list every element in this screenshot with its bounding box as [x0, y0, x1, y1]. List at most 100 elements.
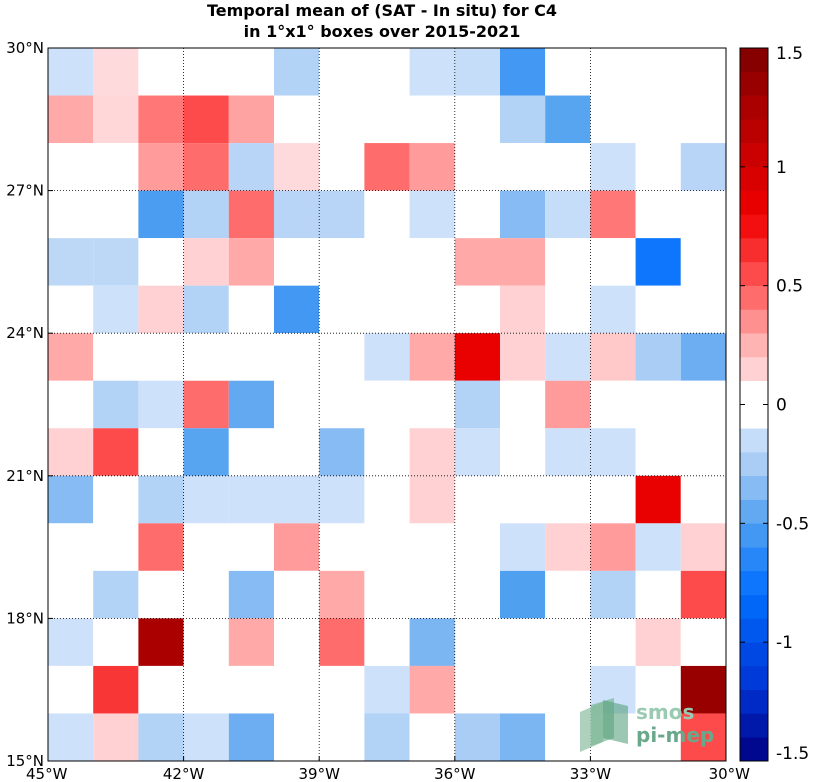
heatmap-cell [409, 238, 455, 286]
heatmap-cell [635, 48, 681, 96]
heatmap-cell [183, 285, 229, 334]
heatmap-cell [48, 143, 94, 191]
heatmap-cell [93, 95, 139, 144]
heatmap-cell [93, 238, 139, 286]
colorbar-segment [740, 547, 768, 572]
heatmap-cell [138, 713, 184, 761]
colorbar-tick-label: -0.5 [776, 514, 809, 534]
colorbar [740, 48, 768, 762]
heatmap-cell [48, 665, 94, 714]
colorbar-tick-label: -1.5 [776, 744, 809, 764]
heatmap-cell [409, 143, 455, 191]
heatmap-cell [545, 143, 591, 191]
heatmap-cell [138, 95, 184, 144]
heatmap-cell [228, 380, 274, 429]
logo-text-pimep: pi-mep [636, 723, 714, 747]
heatmap-cell [545, 380, 591, 429]
heatmap-cell [364, 428, 410, 476]
heatmap-cell [364, 713, 410, 761]
heatmap-cell [93, 475, 139, 524]
heatmap-cell [454, 665, 500, 714]
y-tick-label: 15°N [6, 752, 44, 770]
heatmap-cell [635, 475, 681, 524]
heatmap-cell [93, 665, 139, 714]
heatmap-cell [364, 238, 410, 286]
heatmap-cell [545, 285, 591, 334]
heatmap-cell [454, 238, 500, 286]
logo-text-smos: smos [636, 700, 694, 724]
colorbar-segment [740, 309, 768, 334]
axis-ticks: 45°W 42°W 39°W 36°W 33°W 30°W 15°N 18°N 21°N 24°N… [6, 39, 750, 782]
heatmap-cell [93, 285, 139, 334]
logo-mark-icon [580, 698, 628, 752]
heatmap-cell [409, 285, 455, 334]
heatmap-cell [500, 238, 546, 286]
heatmap-cell [454, 48, 500, 96]
colorbar-segment [740, 48, 768, 73]
heatmap-cell [454, 143, 500, 191]
heatmap-cell [274, 523, 320, 571]
heatmap-cell [138, 475, 184, 524]
heatmap-cell [590, 190, 636, 239]
heatmap-cell [183, 380, 229, 429]
heatmap-cell [93, 48, 139, 96]
heatmap-cell [183, 48, 229, 96]
heatmap-cell [680, 333, 726, 381]
heatmap-cell [680, 143, 726, 191]
heatmap-cell [138, 665, 184, 714]
heatmap-cell [183, 570, 229, 619]
colorbar-segment [740, 238, 768, 263]
colorbar-segment [740, 119, 768, 144]
heatmap-cell [500, 475, 546, 524]
heatmap-cell [183, 523, 229, 571]
heatmap-cell [138, 285, 184, 334]
colorbar-segment [740, 452, 768, 477]
heatmap-cell [138, 48, 184, 96]
y-tick-label: 24°N [6, 324, 44, 342]
heatmap-cell [635, 143, 681, 191]
heatmap-cell [274, 95, 320, 144]
heatmap-cell [500, 523, 546, 571]
heatmap-cell [138, 143, 184, 191]
heatmap-cell [500, 190, 546, 239]
heatmap-cell [48, 618, 94, 666]
heatmap-cell [409, 95, 455, 144]
heatmap-cell [228, 333, 274, 381]
heatmap-cell [680, 48, 726, 96]
heatmap-cell [545, 475, 591, 524]
heatmap-cell [500, 618, 546, 666]
heatmap-cell [228, 238, 274, 286]
heatmap-cell [500, 95, 546, 144]
heatmap-cell [93, 143, 139, 191]
heatmap-cell [319, 190, 365, 239]
grid-lines [48, 48, 726, 761]
heatmap-cell [409, 428, 455, 476]
colorbar-segment [740, 356, 768, 382]
colorbar-segment [740, 285, 768, 310]
heatmap-cell [364, 285, 410, 334]
heatmap-cell [183, 143, 229, 191]
heatmap-cell [680, 475, 726, 524]
heatmap-cell [635, 190, 681, 239]
heatmap-cell [635, 523, 681, 571]
heatmap-cells [48, 48, 726, 761]
x-tick-label: 33°W [570, 765, 612, 782]
heatmap-cell [680, 238, 726, 286]
heatmap-cell [319, 475, 365, 524]
heatmap-cell [48, 48, 94, 96]
heatmap-cell [93, 713, 139, 761]
heatmap-cell [500, 380, 546, 429]
y-tick-label: 21°N [6, 467, 44, 485]
colorbar-segment [740, 214, 768, 239]
heatmap-cell [183, 665, 229, 714]
heatmap-cell [228, 713, 274, 761]
heatmap-cell [409, 523, 455, 571]
heatmap-cell [319, 48, 365, 96]
plot-frame [47, 47, 727, 762]
heatmap-cell [635, 570, 681, 619]
colorbar-segment [740, 71, 768, 96]
heatmap-cell [635, 713, 681, 761]
heatmap-cell [48, 428, 94, 476]
x-tick-label: 36°W [434, 765, 476, 782]
heatmap-cell [183, 475, 229, 524]
